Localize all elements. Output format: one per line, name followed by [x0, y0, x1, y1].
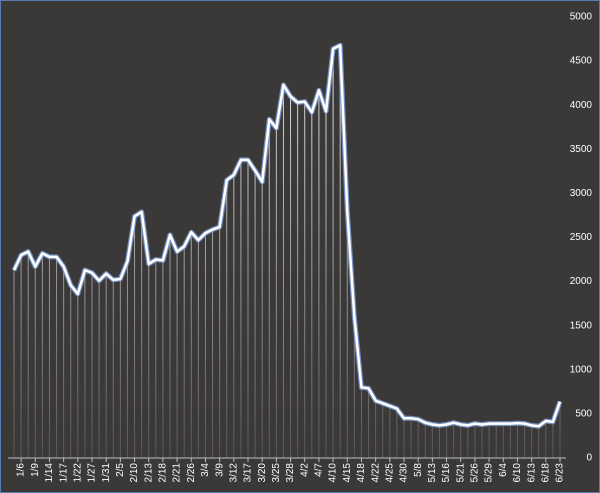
- x-tick-label: 3/20: [257, 463, 268, 483]
- y-tick-label: 4000: [570, 100, 593, 111]
- x-tick-label: 1/31: [101, 463, 112, 483]
- x-tick-label: 2/18: [158, 463, 169, 483]
- x-tick-label: 1/14: [44, 463, 55, 483]
- x-tick-label: 6/10: [512, 463, 523, 483]
- y-tick-label: 2000: [570, 276, 593, 287]
- x-tick-label: 3/28: [285, 463, 296, 483]
- x-tick-label: 6/18: [540, 463, 551, 483]
- x-tick-label: 4/30: [399, 463, 410, 483]
- x-tick-label: 2/5: [115, 463, 126, 477]
- x-tick-label: 4/22: [370, 463, 381, 483]
- x-tick-label: 5/16: [441, 463, 452, 483]
- x-tick-label: 3/9: [214, 463, 225, 477]
- y-tick-label: 4500: [570, 56, 593, 67]
- x-tick-label: 4/10: [328, 463, 339, 483]
- x-tick-label: 3/12: [228, 463, 239, 483]
- x-tick-label: 6/23: [555, 463, 566, 483]
- y-tick-label: 0: [586, 453, 592, 464]
- x-tick-label: 1/6: [16, 463, 27, 477]
- x-tick-label: 4/25: [384, 463, 395, 483]
- x-tick-label: 1/27: [87, 463, 98, 483]
- y-tick-label: 1000: [570, 364, 593, 375]
- x-tick-label: 2/10: [129, 463, 140, 483]
- line-series: [12, 43, 562, 428]
- y-tick-label: 1500: [570, 320, 593, 331]
- x-tick-label: 3/4: [200, 463, 211, 477]
- x-tick-label: 5/29: [484, 463, 495, 483]
- x-tick-label: 1/9: [30, 463, 41, 477]
- x-tick-label: 5/21: [455, 463, 466, 483]
- x-tick-label: 1/17: [58, 463, 69, 483]
- x-tick-label: 4/2: [299, 463, 310, 477]
- x-tick-label: 5/13: [427, 463, 438, 483]
- x-tick-label: 6/4: [498, 463, 509, 477]
- x-tick-label: 5/26: [470, 463, 481, 483]
- y-tick-label: 2500: [570, 232, 593, 243]
- x-tick-label: 3/25: [271, 463, 282, 483]
- x-tick-label: 4/7: [314, 463, 325, 477]
- y-tick-label: 500: [575, 409, 592, 420]
- x-tick-label: 2/13: [143, 463, 154, 483]
- y-tick-label: 3000: [570, 188, 593, 199]
- y-tick-label: 5000: [570, 12, 593, 23]
- x-tick-label: 1/22: [72, 463, 83, 483]
- x-tick-label: 3/17: [243, 463, 254, 483]
- x-tick-label: 4/15: [342, 463, 353, 483]
- x-tick-label: 2/21: [172, 463, 183, 483]
- x-tick-label: 4/18: [356, 463, 367, 483]
- x-tick-label: 5/8: [413, 463, 424, 477]
- y-tick-label: 3500: [570, 144, 593, 155]
- x-tick-label: 6/13: [526, 463, 537, 483]
- x-tick-label: 2/26: [186, 463, 197, 483]
